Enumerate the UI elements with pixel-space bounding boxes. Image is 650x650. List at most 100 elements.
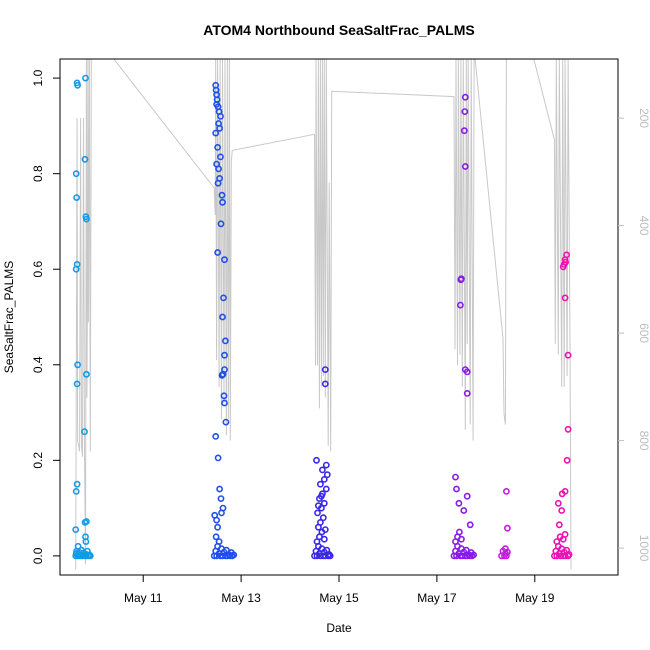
data-point [73,194,80,201]
data-point [217,495,225,502]
data-point [558,507,566,514]
data-point [461,108,469,115]
data-point [463,492,471,500]
data-point [564,351,572,359]
data-point [74,81,81,89]
data-point [554,499,562,507]
altitude-trace-line [75,58,572,570]
data-point [221,399,228,407]
data-point [318,466,326,474]
data-point [212,129,220,137]
data-point [501,545,509,553]
data-point [218,371,226,379]
data-point [72,487,80,495]
data-point [456,301,464,309]
data-point [319,514,327,522]
data-point [74,361,81,369]
data-point [215,538,223,545]
data-points-layer [72,74,573,560]
data-point [72,526,80,533]
right-tick-label: 1000 [637,535,650,562]
data-point [222,418,230,426]
data-point [220,392,228,400]
data-point [73,380,81,388]
data-point [320,535,328,543]
data-point [218,509,225,517]
x-axis: May 11 May 13 May 15 May 17 May 19 [124,575,555,605]
data-point [83,518,90,525]
data-point [316,519,324,526]
data-point [215,165,222,173]
data-point [561,294,569,302]
data-point [322,461,330,469]
data-point [83,215,90,223]
data-point [314,502,322,510]
x-tick-label: May 13 [221,591,261,605]
y-tick-label: 0.8 [31,165,45,182]
data-point [317,492,325,500]
data-point [313,456,320,464]
chart-title: ATOM4 Northbound SeaSaltFrac_PALMS [203,22,474,38]
x-tick-label: May 15 [319,591,359,605]
data-point [553,538,561,545]
data-point [466,521,474,529]
data-point [561,487,569,495]
data-point [503,524,511,532]
data-point [322,485,330,493]
x-axis-label: Date [326,621,352,635]
data-point [321,526,329,533]
y-tick-label: 0.4 [31,356,45,373]
data-point [214,179,222,187]
data-point [217,220,225,228]
data-point [457,535,465,543]
right-tick-label: 800 [637,431,650,451]
data-point [453,485,460,493]
data-point [217,112,224,120]
data-point [463,389,471,397]
data-point [218,191,226,199]
data-point [214,143,221,151]
data-point [461,93,469,101]
data-point [220,294,227,302]
data-point [217,153,224,161]
data-point [316,480,324,488]
data-point [214,454,222,462]
data-point [214,249,221,256]
right-tick-label: 200 [637,108,650,128]
data-point [82,538,90,545]
data-point [502,487,510,495]
y-tick-label: 0.2 [31,452,45,469]
data-point [216,124,223,132]
data-point [561,531,569,538]
y-axis: 0.0 0.2 0.4 0.6 0.8 1.0 [31,69,60,564]
data-point [470,551,477,559]
data-point [213,516,220,524]
data-point [321,366,329,373]
data-point [564,425,572,433]
y-tick-label: 0.0 [31,547,45,564]
data-point [502,552,510,560]
plot-frame [59,58,619,576]
y-tick-label: 0.6 [31,261,45,278]
data-point [214,523,221,531]
data-point [557,552,565,560]
data-point [559,263,567,271]
y-axis-label: SeaSaltFrac_PALMS [2,261,16,374]
data-point [563,456,571,464]
data-point [73,480,81,488]
data-point [460,507,468,514]
x-tick-label: May 11 [124,591,163,605]
data-point [81,428,88,436]
x-tick-label: May 17 [417,591,457,605]
data-point [230,551,238,559]
data-point [221,337,229,345]
data-point [565,551,573,558]
data-point [461,163,469,170]
data-point [72,265,80,273]
data-point [83,370,90,378]
data-point [219,198,226,206]
altitude-trace-layer [75,58,572,570]
data-point [323,471,331,479]
data-point [221,351,228,359]
right-axis: 200 400 600 800 1000 [618,108,650,562]
